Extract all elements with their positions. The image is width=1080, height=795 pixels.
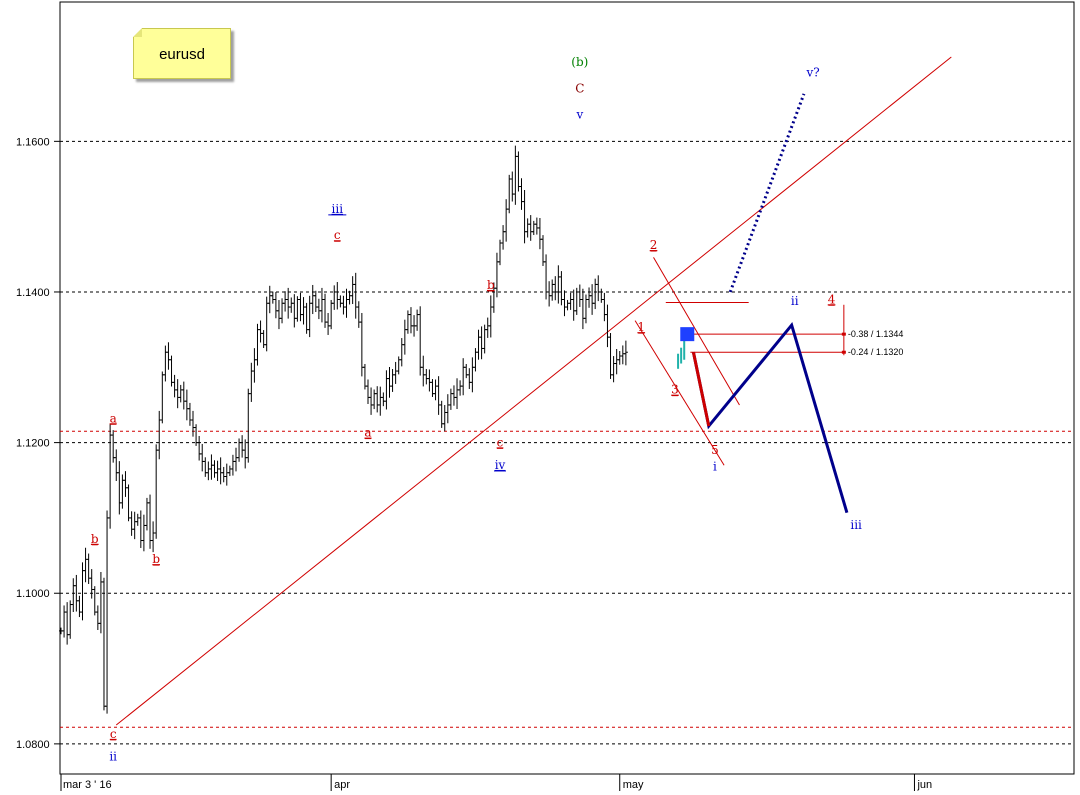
wave-label: i	[713, 459, 717, 473]
y-tick-label: 1.1600	[16, 136, 50, 148]
symbol-note[interactable]: eurusd	[133, 28, 231, 79]
x-tick-label: mar 3 ' 16	[63, 779, 112, 791]
wave-label: v?	[806, 66, 820, 80]
channel-line-1	[634, 320, 725, 466]
fib-label-0: -0.38 / 1.1344	[848, 329, 904, 339]
wave-label: a	[364, 426, 371, 440]
wave-label: 2	[650, 238, 658, 252]
wave-label: v	[575, 108, 583, 122]
wave-label: (b)	[571, 55, 588, 69]
ohlc-bar	[623, 340, 628, 366]
wave-label: c	[334, 228, 341, 242]
wave-label: C	[575, 81, 584, 95]
y-tick-label: 1.0800	[16, 739, 50, 751]
wave-label: c	[110, 727, 117, 741]
wave-label: ii	[109, 749, 117, 763]
wave-label: 4	[828, 292, 836, 306]
fib-label-1: -0.24 / 1.1320	[848, 347, 904, 357]
wave-label: 5	[711, 443, 719, 457]
highlight-box	[680, 327, 695, 342]
wave-label: 1	[637, 320, 645, 334]
wave-label: b	[487, 278, 495, 292]
wave-label: iii	[850, 518, 862, 532]
plot-area	[59, 1, 1075, 775]
wave-label: iii	[332, 202, 344, 216]
y-tick-label: 1.1000	[16, 588, 50, 600]
wave-label: b	[152, 552, 160, 566]
wave-label: a	[110, 411, 117, 425]
x-tick-label: jun	[916, 779, 932, 791]
wave-label: b	[91, 532, 99, 546]
x-tick-label: may	[623, 779, 644, 791]
wave-label: ii	[791, 294, 799, 308]
y-tick-label: 1.1200	[16, 438, 50, 450]
trendline	[115, 56, 952, 726]
wave-label: iv	[495, 458, 506, 472]
projection-red-leg	[691, 351, 711, 427]
y-tick-label: 1.1400	[16, 287, 50, 299]
wave-label: 3	[671, 383, 679, 397]
wave-label: c	[497, 435, 504, 449]
projection-dotted	[728, 93, 806, 293]
channel-line-0	[653, 257, 740, 406]
x-tick-label: apr	[334, 779, 350, 791]
